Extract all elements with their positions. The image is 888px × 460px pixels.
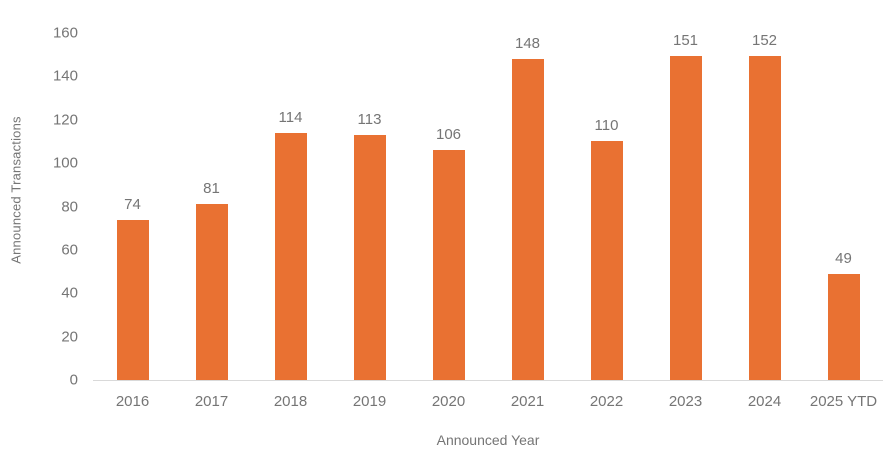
bar-value-label: 81 [203, 180, 220, 198]
bar [748, 56, 781, 380]
bar-value-label: 74 [124, 195, 141, 213]
y-tick-label: 100 [52, 154, 78, 172]
y-tick-label: 40 [61, 284, 78, 302]
bar-cell: 148 [488, 33, 567, 380]
bar-value-label: 151 [672, 32, 699, 49]
bar [274, 132, 307, 380]
plot-area: 74 81 114 113 106 148 110 151 152 49 [93, 33, 883, 381]
bar-value-label: 106 [435, 126, 462, 144]
bar-value-label: 114 [278, 108, 303, 126]
bar [432, 150, 465, 380]
x-tick-label: 2025 YTD [809, 393, 878, 410]
y-tick-label: 120 [52, 111, 78, 129]
bars-row: 74 81 114 113 106 148 110 151 152 49 [93, 33, 883, 380]
y-tick-label: 20 [61, 328, 78, 346]
bar-cell: 114 [251, 33, 330, 380]
x-tick-label: 2023 [668, 393, 703, 410]
x-tick-label: 2018 [273, 393, 308, 410]
bar [195, 204, 228, 380]
bar-value-label: 49 [835, 249, 852, 267]
bar [590, 141, 623, 380]
y-axis-title: Announced Transactions [8, 116, 24, 264]
x-tick-label: 2024 [747, 393, 782, 410]
bar-cell: 49 [804, 33, 883, 380]
y-tick-label: 140 [52, 67, 78, 85]
bar [827, 273, 860, 380]
bar-cell: 151 [646, 33, 725, 380]
bar [116, 219, 149, 380]
x-tick-label: 2016 [115, 393, 150, 410]
x-tick-label: 2020 [431, 393, 466, 410]
x-axis-tick-labels: 2016 2017 2018 2019 2020 2021 2022 2023 2024 2025… [93, 393, 883, 410]
x-tick-label: 2022 [589, 393, 624, 410]
bar-cell: 110 [567, 33, 646, 380]
y-tick-label: 80 [61, 198, 78, 215]
bar [669, 56, 702, 380]
x-tick-label: 2021 [510, 393, 545, 410]
bar-cell: 113 [330, 33, 409, 380]
y-tick-label: 60 [61, 241, 78, 259]
bar [511, 59, 544, 380]
bar-cell: 81 [172, 33, 251, 380]
bar-cell: 74 [93, 33, 172, 380]
bar-value-label: 148 [514, 35, 541, 53]
bar-value-label: 152 [751, 32, 778, 49]
x-axis-title: Announced Year [436, 432, 540, 448]
bar-value-label: 110 [594, 117, 619, 135]
bar [353, 134, 386, 380]
y-axis-tick-labels: 0 20 40 60 80 100 120 140 160 [36, 26, 78, 388]
x-tick-label: 2017 [194, 393, 229, 410]
bar-cell: 106 [409, 33, 488, 380]
y-tick-label: 160 [52, 24, 78, 42]
bar-cell: 152 [725, 33, 804, 380]
x-tick-label: 2019 [352, 393, 387, 410]
y-tick-label: 0 [69, 371, 78, 389]
bar-value-label: 113 [357, 110, 382, 128]
